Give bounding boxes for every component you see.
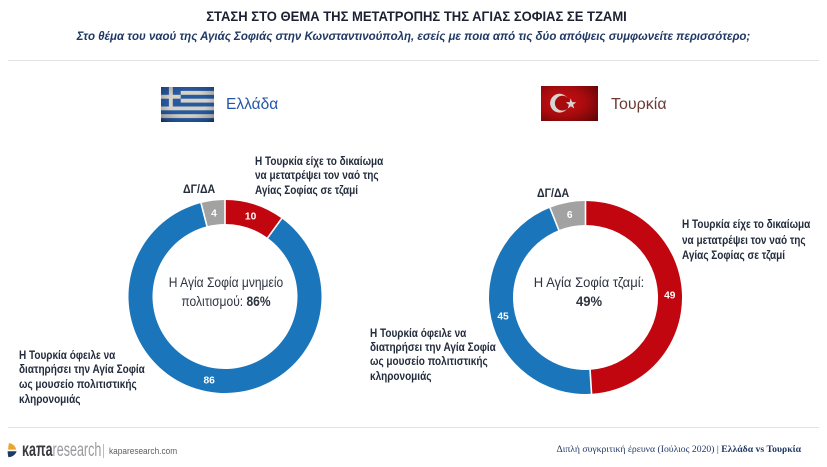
svg-text:6: 6 [567, 210, 573, 221]
svg-text:45: 45 [497, 312, 509, 323]
svg-text:49: 49 [664, 291, 676, 302]
svg-text:86: 86 [204, 376, 216, 387]
svg-text:10: 10 [245, 212, 257, 223]
svg-text:4: 4 [211, 208, 217, 219]
